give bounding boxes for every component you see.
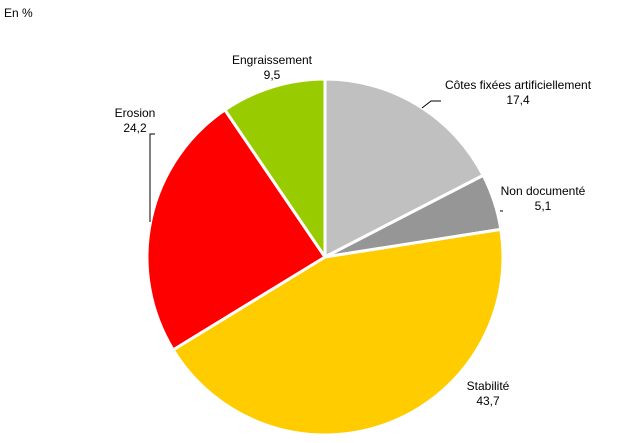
slice-value-label-1: 17,4 (506, 93, 530, 107)
unit-label: En % (4, 6, 33, 20)
slice-label-1: Côtes fixées artificiellement (445, 78, 592, 92)
leader-line-4 (149, 133, 155, 222)
pie-slice-4 (145, 108, 327, 352)
slice-value-label-2: 5,1 (535, 199, 552, 213)
slice-value-label-5: 9,5 (264, 68, 281, 82)
slice-value-label-3: 43,7 (476, 394, 500, 408)
slice-label-2: Non documenté (501, 184, 586, 198)
slice-label-4: Erosion (115, 106, 156, 120)
pie-slice-5 (223, 77, 327, 259)
slice-label-5: Engraissement (232, 53, 313, 67)
pie-slices (145, 77, 505, 437)
slice-value-label-4: 24,2 (123, 121, 147, 135)
pie-slice-3 (171, 227, 505, 437)
leader-line-1 (421, 100, 441, 109)
slice-label-3: Stabilité (467, 379, 510, 393)
pie-slice-1 (323, 77, 485, 259)
